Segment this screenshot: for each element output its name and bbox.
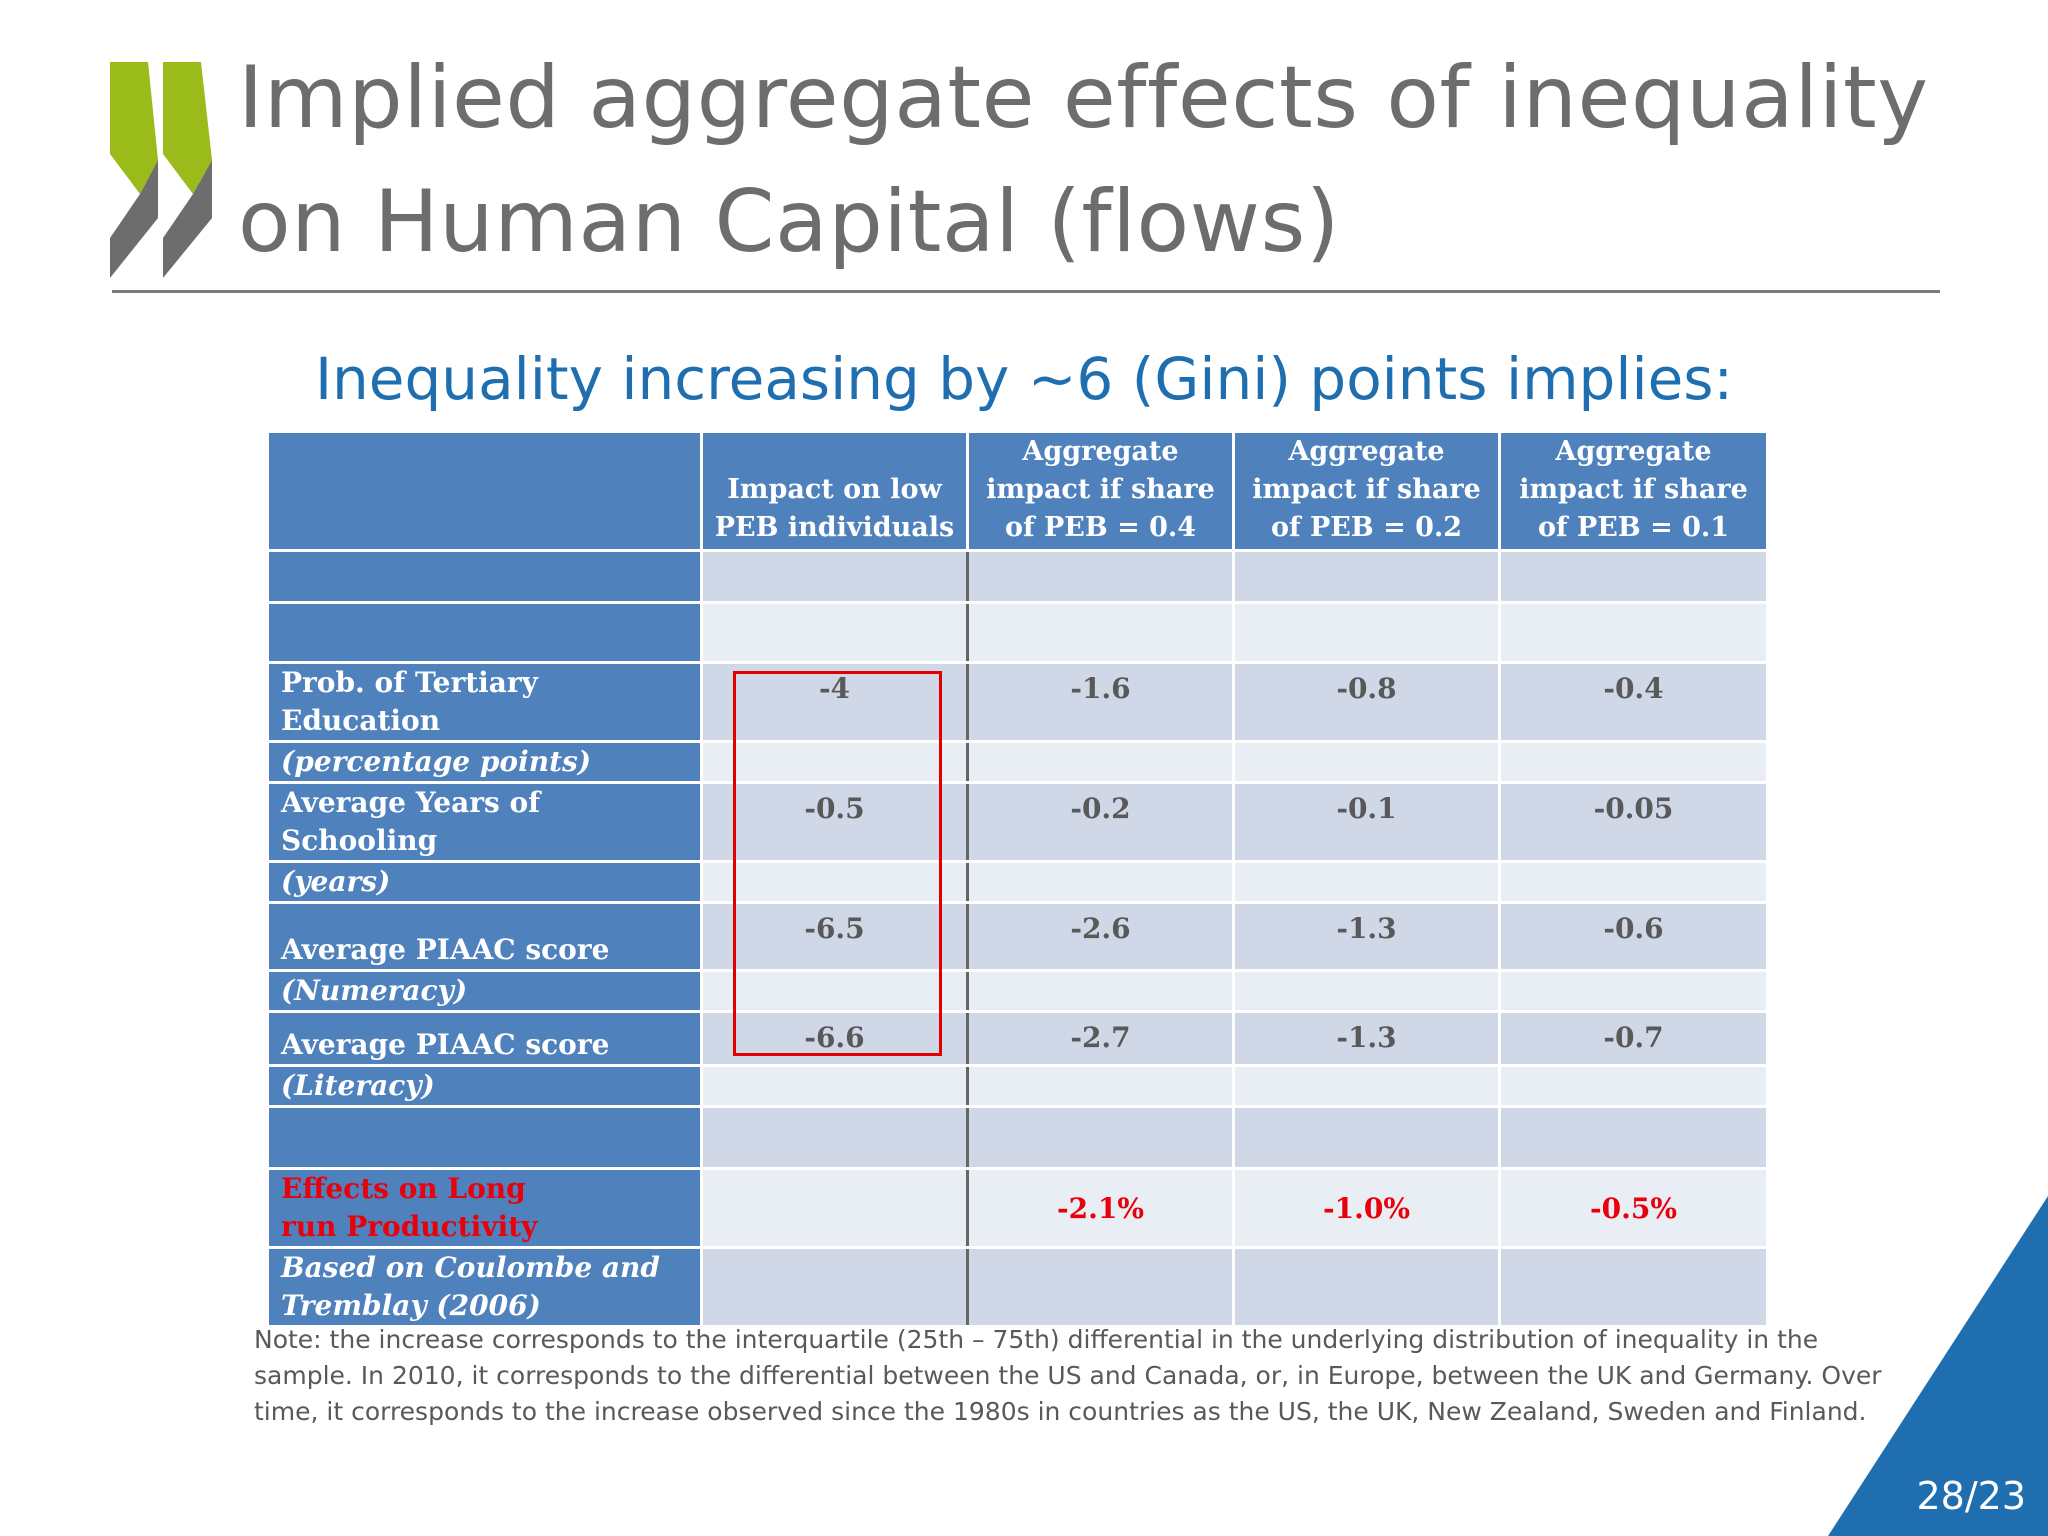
table-row: Average PIAAC score -6.5 -2.6 -1.3 -0.6 bbox=[266, 901, 1769, 972]
value-cell: -1.3 bbox=[1232, 901, 1501, 972]
table-row-sub: (Literacy) bbox=[266, 1064, 1769, 1108]
spacer-row bbox=[266, 1105, 1769, 1170]
spacer-row bbox=[266, 549, 1769, 604]
value-cell: -0.4 bbox=[1498, 661, 1769, 743]
header-share-01: Aggregate impact if share of PEB = 0.1 bbox=[1498, 430, 1769, 552]
oecd-chevrons-logo bbox=[110, 62, 212, 278]
corner-triangle bbox=[1828, 1196, 2048, 1536]
table-row-sub: (percentage points) bbox=[266, 740, 1769, 784]
value-cell: -0.2 bbox=[966, 781, 1235, 863]
productivity-row: Effects on Long run Productivity -2.1% -… bbox=[266, 1167, 1769, 1249]
value-cell: -0.7 bbox=[1498, 1010, 1769, 1067]
effects-table: Impact on low PEB individuals Aggregate … bbox=[266, 430, 1769, 1328]
title-line-2: on Human Capital (flows) bbox=[238, 172, 1340, 272]
footnote: Note: the increase corresponds to the in… bbox=[254, 1325, 1882, 1426]
source-label: Based on Coulombe and Tremblay (2006) bbox=[266, 1246, 703, 1328]
header-corner bbox=[266, 430, 703, 552]
page-number: 28/23 bbox=[1916, 1474, 2026, 1518]
value-cell: -2.1% bbox=[966, 1167, 1235, 1249]
value-cell: -0.6 bbox=[1498, 901, 1769, 972]
row-label: Prob. of Tertiary Education bbox=[266, 661, 703, 743]
source-row: Based on Coulombe and Tremblay (2006) bbox=[266, 1246, 1769, 1328]
table-row: Average PIAAC score -6.6 -2.7 -1.3 -0.7 bbox=[266, 1010, 1769, 1067]
row-sublabel: (percentage points) bbox=[266, 740, 703, 784]
value-cell: -0.05 bbox=[1498, 781, 1769, 863]
value-cell: -1.0% bbox=[1232, 1167, 1501, 1249]
value-cell: -6.6 bbox=[700, 1010, 969, 1067]
value-cell: -1.3 bbox=[1232, 1010, 1501, 1067]
table-row-sub: (years) bbox=[266, 860, 1769, 904]
value-cell: -2.7 bbox=[966, 1010, 1235, 1067]
table-row: Prob. of Tertiary Education -4 -1.6 -0.8… bbox=[266, 661, 1769, 743]
value-cell: -2.6 bbox=[966, 901, 1235, 972]
title-divider bbox=[112, 290, 1940, 293]
row-label: Average Years of Schooling bbox=[266, 781, 703, 863]
value-cell: -1.6 bbox=[966, 661, 1235, 743]
value-cell: -0.8 bbox=[1232, 661, 1501, 743]
header-low-peb: Impact on low PEB individuals bbox=[700, 430, 969, 552]
table-row-sub: (Numeracy) bbox=[266, 969, 1769, 1013]
highlight-box bbox=[733, 671, 942, 1056]
spacer-row bbox=[266, 601, 1769, 664]
header-share-04: Aggregate impact if share of PEB = 0.4 bbox=[966, 430, 1235, 552]
row-sublabel: (years) bbox=[266, 860, 703, 904]
value-cell bbox=[700, 1167, 969, 1249]
header-share-02: Aggregate impact if share of PEB = 0.2 bbox=[1232, 430, 1501, 552]
table-row: Average Years of Schooling -0.5 -0.2 -0.… bbox=[266, 781, 1769, 863]
value-cell: -4 bbox=[700, 661, 969, 743]
row-label: Average PIAAC score bbox=[266, 901, 703, 972]
value-cell: -6.5 bbox=[700, 901, 969, 972]
row-sublabel: (Numeracy) bbox=[266, 969, 703, 1013]
slide-subtitle: Inequality increasing by ~6 (Gini) point… bbox=[314, 345, 1734, 413]
row-label: Average PIAAC score bbox=[266, 1010, 703, 1067]
value-cell: -0.1 bbox=[1232, 781, 1501, 863]
title-line-1: Implied aggregate effects of inequality bbox=[238, 48, 1929, 148]
header-row: Impact on low PEB individuals Aggregate … bbox=[266, 430, 1769, 552]
slide-title: Implied aggregate effects of inequality … bbox=[238, 36, 1938, 284]
productivity-label: Effects on Long run Productivity bbox=[266, 1167, 703, 1249]
value-cell: -0.5 bbox=[700, 781, 969, 863]
value-cell: -0.5% bbox=[1498, 1167, 1769, 1249]
row-sublabel: (Literacy) bbox=[266, 1064, 703, 1108]
